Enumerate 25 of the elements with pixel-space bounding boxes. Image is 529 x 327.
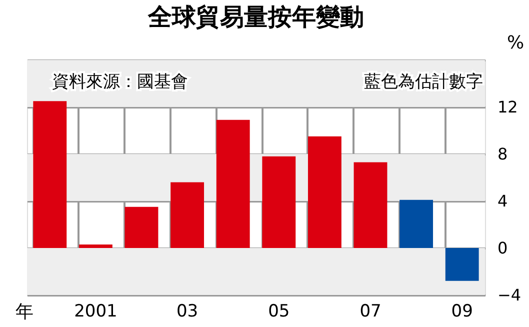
x-tick-label: 07 [360,302,382,322]
bar [262,156,296,248]
bar [308,136,342,248]
annotation: 藍色為估計數字 [364,72,483,92]
x-tick-label: 2001 [74,302,118,322]
annotation: 資料來源：國基會 [52,72,188,92]
y-tick-label: 8 [498,144,508,164]
bar [33,101,67,248]
bar [445,248,479,281]
y-tick-label: 4 [498,192,508,210]
y-axis-title: % [506,32,524,54]
y-tick-label: 0 [498,238,508,258]
bar [400,200,434,248]
x-tick-label: 03 [176,302,198,322]
x-tick-label: 09 [451,302,473,322]
x-axis-title: 年 [16,302,34,322]
bar [354,162,388,248]
bar [124,206,158,248]
bar [170,182,204,248]
y-tick-label: 12 [498,98,518,116]
bar [216,120,250,248]
y-tick-label: −4 [498,286,522,304]
x-tick-label: 05 [268,302,290,322]
bar [78,244,112,248]
chart-title: 全球貿易量按年變動 [147,3,364,31]
